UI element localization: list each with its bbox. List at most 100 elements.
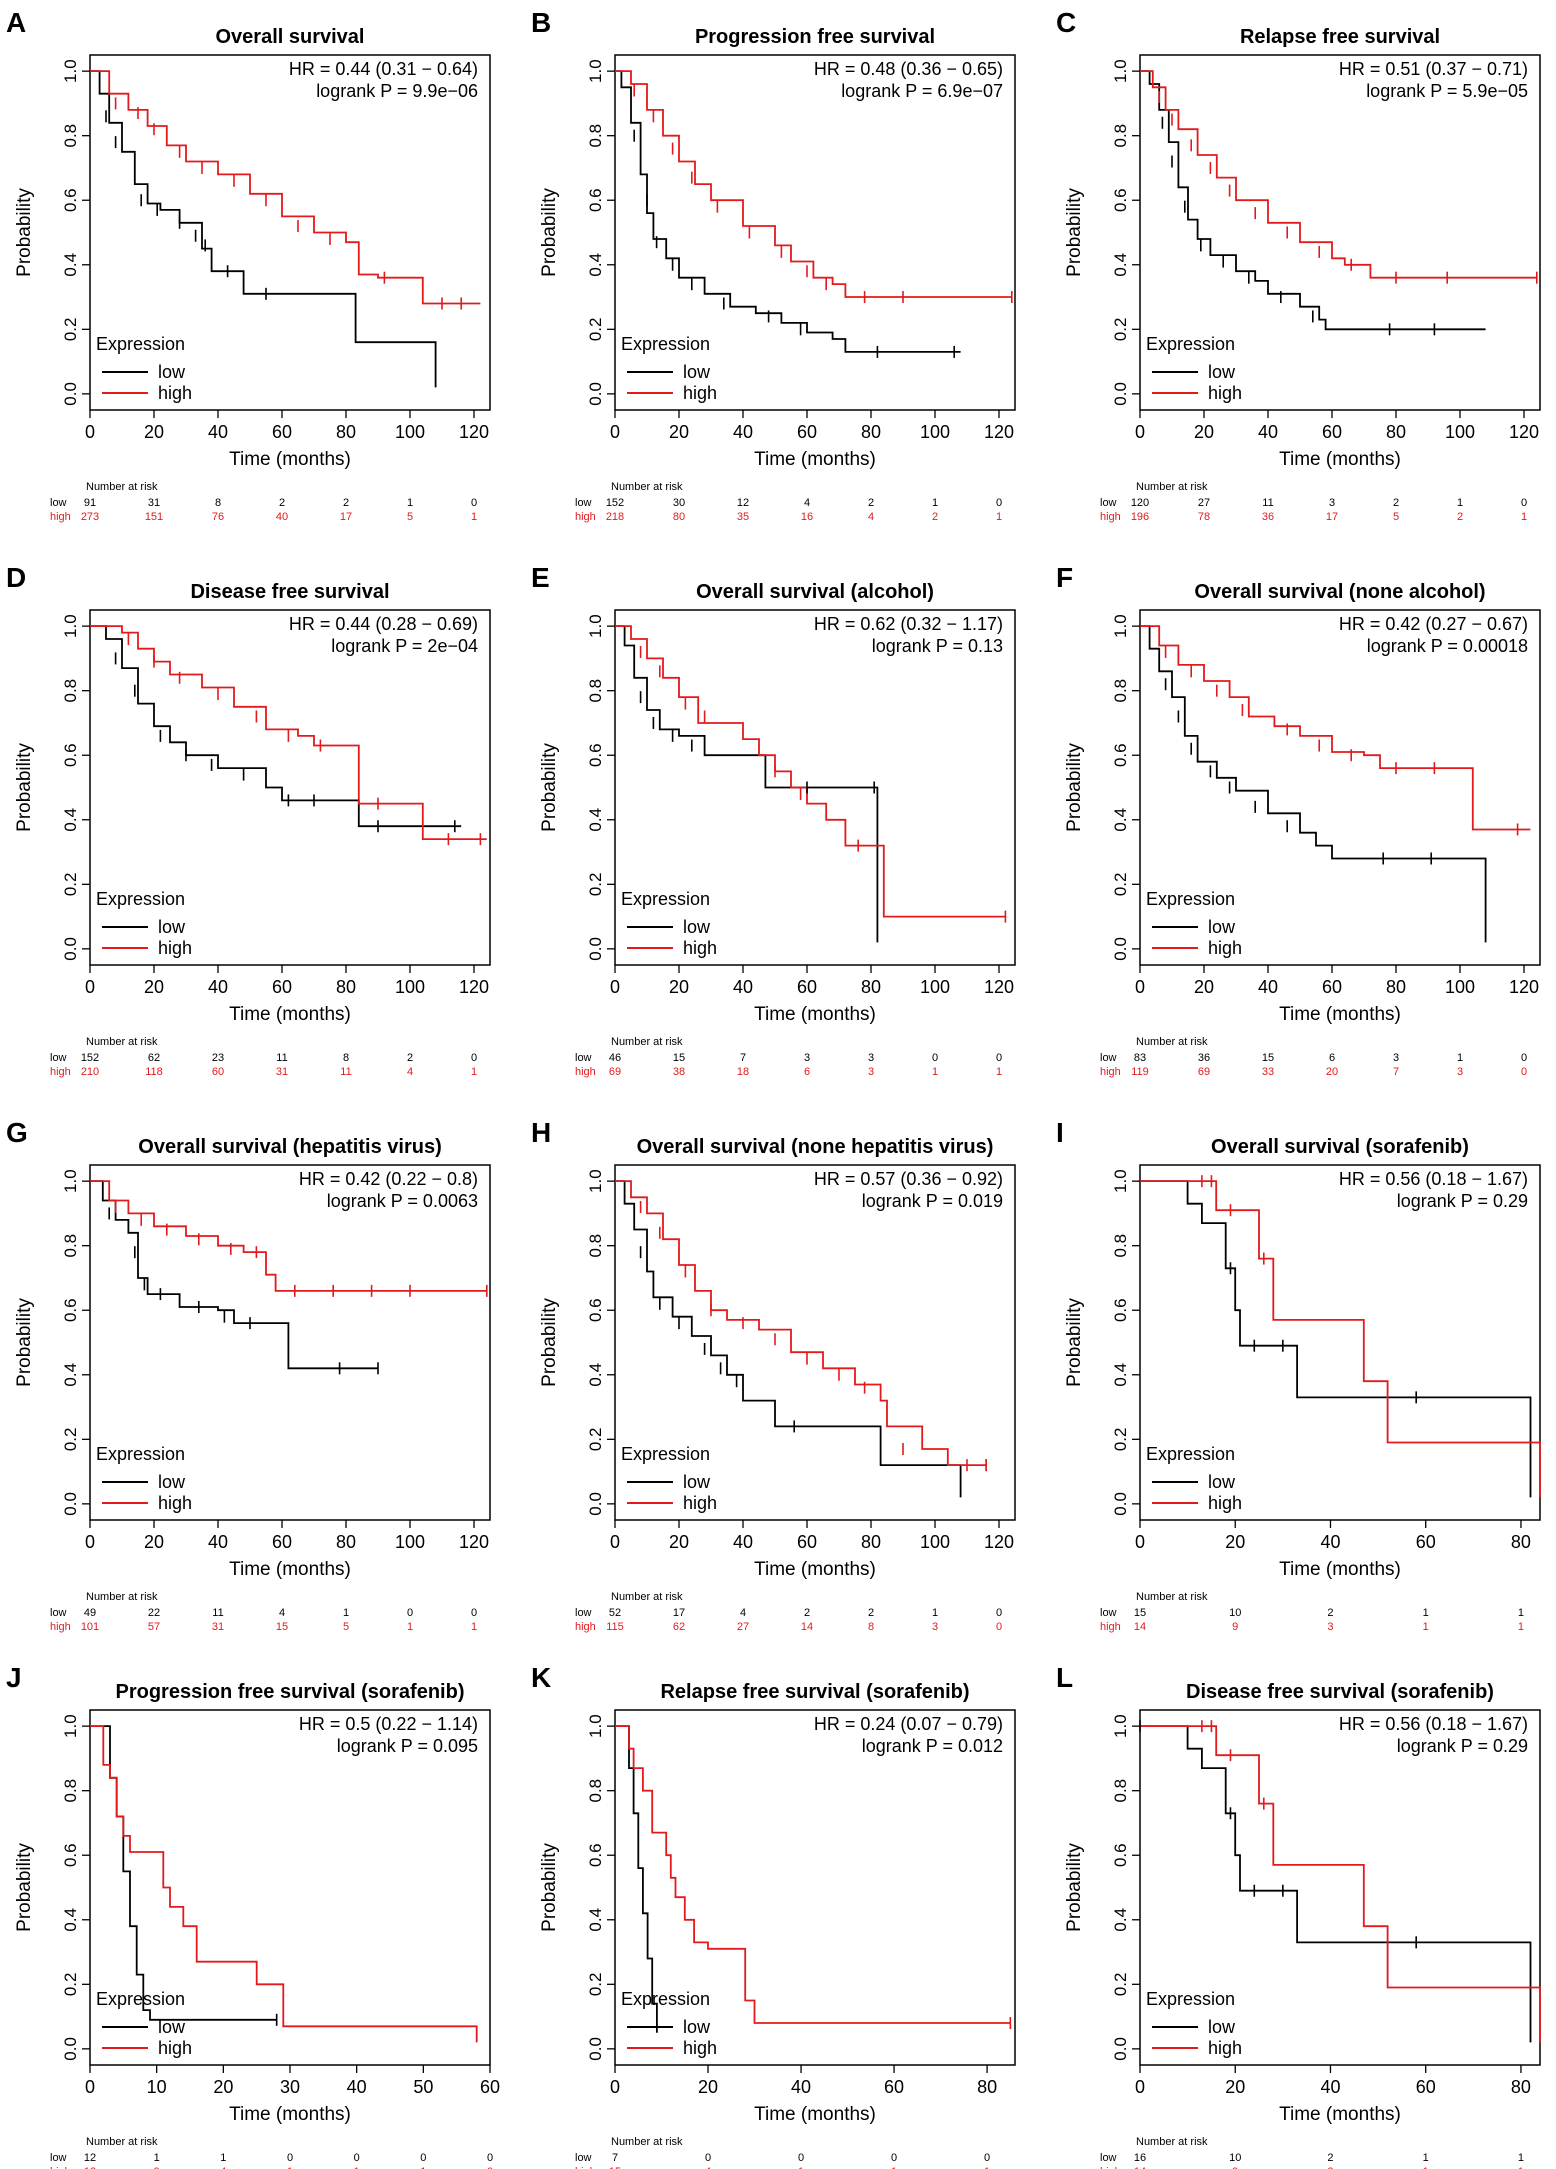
legend-label-high: high [1208,938,1242,958]
risk-count-low: 1 [343,1607,349,1619]
panel-letter: K [531,1662,551,1693]
x-tick-label: 0 [610,1532,620,1552]
y-tick-label: 0.0 [1111,2037,1130,2061]
legend-title: Expression [621,1989,710,2009]
risk-count-high: 57 [148,1621,160,1633]
x-tick-label: 80 [336,422,356,442]
x-tick-label: 20 [669,422,689,442]
x-axis-label: Time (months) [229,449,351,470]
risk-count-low: 0 [932,1052,938,1064]
plot-frame [614,609,1016,966]
curve-high [90,70,481,305]
risk-count-low: 15 [673,1052,685,1064]
risk-count-low: 1 [154,2152,160,2164]
legend-label-low: low [1208,362,1236,382]
curve-high [90,1180,487,1292]
x-tick-label: 0 [1135,422,1145,442]
risk-count-low: 0 [996,497,1002,509]
logrank-p: logrank P = 9.9e−06 [316,81,478,101]
legend-label-high: high [158,383,192,403]
x-tick-label: 120 [984,1532,1014,1552]
hazard-ratio: HR = 0.5 (0.22 − 1.14) [299,1714,478,1734]
x-tick-label: 60 [272,977,292,997]
risk-count-high: 60 [212,1066,224,1078]
y-tick-label: 1.0 [61,1714,80,1738]
x-tick-label: 40 [1258,977,1278,997]
hazard-ratio: HR = 0.44 (0.28 − 0.69) [289,614,478,634]
risk-count-low: 0 [420,2152,426,2164]
logrank-p: logrank P = 0.019 [862,1191,1003,1211]
risk-count-high: 36 [1262,511,1274,523]
risk-table-title: Number at risk [86,481,158,493]
risk-count-low: 152 [606,497,624,509]
panel-letter: F [1056,562,1073,593]
plot-frame [614,1709,1016,2066]
panel-l: L Disease free survival (sorafenib) 0.0 0.2… [1056,1662,1541,2169]
x-axis-label: Time (months) [754,1559,876,1580]
y-axis-label: Probability [539,1843,560,1932]
logrank-p: logrank P = 0.00018 [1367,636,1528,656]
x-tick-label: 40 [1320,2077,1340,2097]
plot-frame [89,1164,491,1521]
risk-count-high: 118 [145,1066,163,1078]
x-tick-label: 40 [347,2077,367,2097]
curve-high [615,1725,1011,2024]
risk-count-low: 0 [471,1607,477,1619]
curve-high [1140,1180,1541,1498]
legend-label-high: high [1208,1493,1242,1513]
logrank-p: logrank P = 2e−04 [331,636,478,656]
risk-count-low: 7 [612,2152,618,2164]
y-tick-label: 0.8 [1111,1779,1130,1803]
y-tick-label: 1.0 [586,1714,605,1738]
legend-title: Expression [1146,334,1235,354]
y-axis-label: Probability [1064,1298,1085,1387]
risk-count-low: 16 [1134,2152,1146,2164]
y-tick-label: 0.8 [1111,1234,1130,1258]
risk-count-high: 11 [340,1066,351,1078]
risk-count-high: 18 [737,1066,749,1078]
risk-row-label-low: low [575,2152,592,2164]
y-tick-label: 0.4 [61,808,80,832]
x-tick-label: 10 [147,2077,167,2097]
x-tick-label: 0 [1135,1532,1145,1552]
x-tick-label: 20 [213,2077,233,2097]
x-tick-label: 0 [1135,2077,1145,2097]
hazard-ratio: HR = 0.51 (0.37 − 0.71) [1339,59,1528,79]
risk-count-low: 2 [279,497,285,509]
y-tick-label: 0.2 [61,872,80,896]
curve-low [1140,625,1487,943]
legend-title: Expression [96,889,185,909]
y-tick-label: 0.0 [586,1492,605,1516]
y-tick-label: 0.2 [586,1427,605,1451]
y-tick-label: 1.0 [1111,614,1130,638]
logrank-p: logrank P = 0.012 [862,1736,1003,1756]
x-axis-label: Time (months) [1279,449,1401,470]
risk-count-low: 7 [740,1052,746,1064]
risk-count-high: 210 [81,1066,99,1078]
logrank-p: logrank P = 0.0063 [327,1191,478,1211]
y-tick-label: 0.8 [586,1234,605,1258]
risk-count-low: 1 [1423,2152,1429,2164]
risk-row-label-high: high [1100,2166,1121,2169]
y-tick-label: 0.2 [1111,317,1130,341]
legend-label-high: high [683,2038,717,2058]
panel-title: Overall survival (hepatitis virus) [138,1136,441,1158]
risk-count-low: 8 [215,497,221,509]
y-tick-label: 0.6 [586,743,605,767]
risk-table-title: Number at risk [611,481,683,493]
risk-count-low: 11 [1262,497,1273,509]
risk-count-low: 4 [279,1607,285,1619]
x-tick-label: 100 [920,422,950,442]
panel-title: Disease free survival [190,581,389,603]
y-tick-label: 1.0 [61,614,80,638]
risk-count-high: 4 [407,1066,413,1078]
risk-count-low: 0 [798,2152,804,2164]
x-tick-label: 60 [797,422,817,442]
risk-count-low: 1 [932,1607,938,1619]
y-axis-label: Probability [539,1298,560,1387]
panel-letter: L [1056,1662,1073,1693]
curve-high [90,625,487,840]
risk-count-low: 52 [609,1607,621,1619]
curve-high [615,1180,987,1466]
risk-count-low: 0 [471,1052,477,1064]
